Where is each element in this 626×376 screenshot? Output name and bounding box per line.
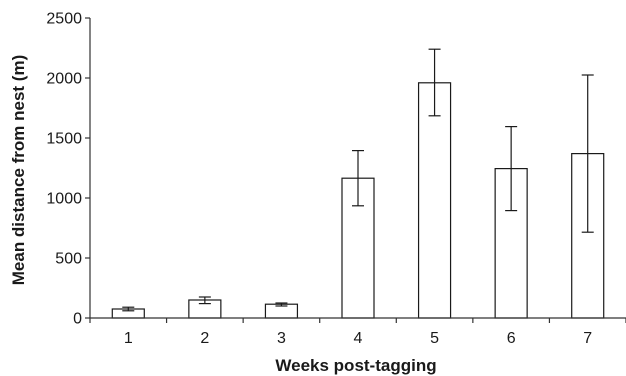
y-tick-label: 2500 xyxy=(46,11,82,28)
x-tick-label: 6 xyxy=(507,330,516,347)
bar-week-5 xyxy=(417,82,452,319)
error-bar-week-2 xyxy=(198,296,211,305)
y-tick-label: 0 xyxy=(73,311,82,328)
error-bar-week-3 xyxy=(275,302,288,307)
x-tick-label: 3 xyxy=(277,330,286,347)
error-bar-week-7 xyxy=(581,74,594,233)
x-tick-label: 5 xyxy=(430,330,439,347)
y-tick-label: 1500 xyxy=(46,131,82,148)
y-tick-label: 1000 xyxy=(46,191,82,208)
y-ticks: 0 500 1000 1500 2000 2500 xyxy=(46,11,90,328)
x-tick-label: 2 xyxy=(200,330,209,347)
y-tick-label: 500 xyxy=(55,251,82,268)
error-bar-week-5 xyxy=(428,48,441,117)
error-bar-week-4 xyxy=(352,150,364,207)
x-ticks: 1 2 3 4 5 6 7 xyxy=(89,318,626,347)
x-tick-label: 4 xyxy=(354,330,363,347)
x-tick-label: 1 xyxy=(124,330,133,347)
y-tick-label: 2000 xyxy=(46,71,82,88)
y-axis-title: Mean distance from nest (m) xyxy=(9,55,28,286)
axes-layer xyxy=(89,18,626,319)
x-tick-label: 7 xyxy=(583,330,592,347)
error-bar-week-6 xyxy=(505,125,518,212)
error-bar-week-1 xyxy=(122,306,135,312)
x-axis-title: Weeks post-tagging xyxy=(275,356,436,375)
error-bars-layer xyxy=(122,48,594,312)
